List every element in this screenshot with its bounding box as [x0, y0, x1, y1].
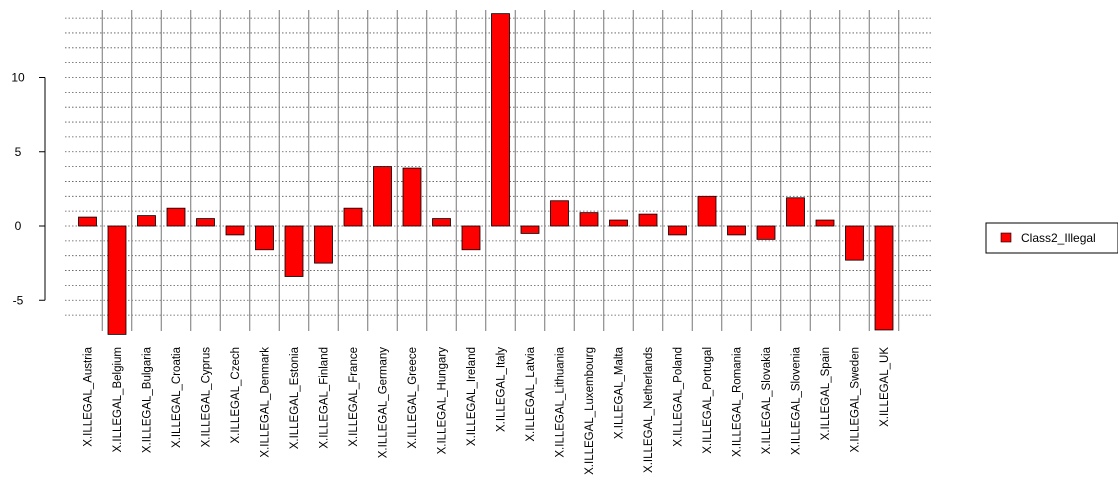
x-tick-label: X.ILLEGAL_UK [879, 347, 891, 427]
x-tick-label: X.ILLEGAL_Sweden [850, 347, 862, 453]
bar [78, 216, 97, 227]
bar [343, 207, 363, 227]
x-tick-label: X.ILLEGAL_Portugal [702, 347, 714, 454]
legend-label: Class2_Illegal [1021, 231, 1096, 245]
bar [845, 225, 864, 261]
x-tick-label: X.ILLEGAL_Lithuania [555, 346, 567, 457]
bar [579, 212, 599, 227]
x-tick-label: X.ILLEGAL_Ireland [466, 347, 478, 446]
bar [815, 219, 835, 227]
x-tick-label: X.ILLEGAL_Cyprus [201, 347, 213, 448]
x-tick-label: X.ILLEGAL_Greece [407, 347, 419, 449]
x-tick-label: X.ILLEGAL_Finland [319, 347, 331, 449]
x-tick-label: X.ILLEGAL_Netherlands [643, 347, 655, 473]
bar [196, 218, 215, 227]
x-tick-label: X.ILLEGAL_Denmark [260, 347, 272, 458]
x-tick-label: X.ILLEGAL_Belgium [112, 347, 124, 452]
x-tick-label: X.ILLEGAL_Germany [378, 347, 390, 458]
y-tick-label: -5 [13, 293, 24, 307]
bar [786, 197, 805, 227]
x-tick-label: X.ILLEGAL_Latvia [525, 346, 537, 441]
x-tick-label: X.ILLEGAL_Luxembourg [584, 347, 596, 475]
y-tick-label: 10 [11, 71, 25, 85]
y-tick-label: 0 [15, 219, 22, 233]
bar [697, 195, 717, 227]
legend-swatch [1000, 232, 1012, 243]
x-tick-label: X.ILLEGAL_Malta [614, 346, 626, 439]
y-tick-label: 5 [15, 145, 22, 159]
x-tick-label: X.ILLEGAL_Romania [732, 346, 744, 457]
x-tick-label: X.ILLEGAL_Spain [820, 347, 832, 440]
x-tick-label: X.ILLEGAL_Hungary [437, 347, 449, 455]
x-tick-label: X.ILLEGAL_Czech [230, 347, 242, 444]
x-tick-label: X.ILLEGAL_Poland [673, 347, 685, 447]
bar [609, 219, 628, 227]
bar [225, 225, 245, 236]
bars [78, 13, 894, 335]
x-tick-label: X.ILLEGAL_Bulgaria [142, 346, 154, 453]
bar [255, 225, 274, 251]
x-tick-label: X.ILLEGAL_Slovenia [791, 346, 803, 455]
bar [638, 213, 658, 227]
bar [874, 225, 894, 331]
bar [520, 225, 540, 234]
bar [491, 13, 510, 227]
bar [166, 207, 186, 227]
bar [756, 225, 776, 240]
bar [727, 225, 746, 236]
bar [373, 166, 392, 227]
bar [550, 200, 569, 227]
bar [402, 167, 422, 227]
x-tick-label: X.ILLEGAL_Estonia [289, 346, 301, 449]
x-tick-label: X.ILLEGAL_Italy [496, 347, 508, 432]
legend: Class2_Illegal [985, 222, 1118, 254]
bar [668, 225, 687, 236]
x-tick-label: X.ILLEGAL_Austria [83, 346, 95, 446]
bar [314, 225, 333, 264]
bar [284, 225, 304, 277]
x-tick-label: X.ILLEGAL_Slovakia [761, 346, 773, 454]
bar [461, 225, 481, 251]
y-axis: -5 0 5 10 [11, 71, 46, 307]
bar [107, 225, 127, 335]
vertical-gridlines [101, 10, 900, 331]
bar [432, 218, 451, 227]
x-tick-label: X.ILLEGAL_Croatia [171, 346, 183, 448]
bar [137, 215, 156, 227]
x-axis-labels: X.ILLEGAL_Austria X.ILLEGAL_Belgium X.ILLE… [83, 346, 892, 474]
x-tick-label: X.ILLEGAL_France [348, 347, 360, 447]
